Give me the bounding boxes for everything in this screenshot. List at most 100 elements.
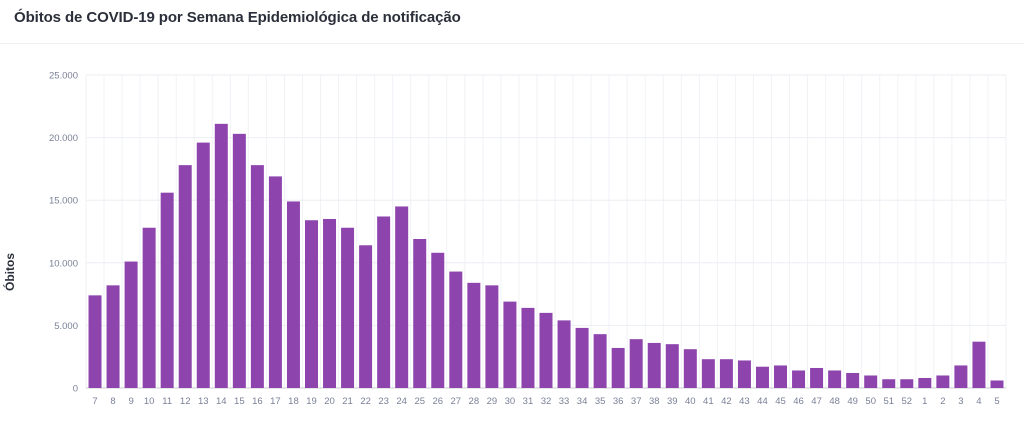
x-tick-label: 23 — [378, 396, 389, 407]
grid-lines — [85, 74, 1007, 389]
x-tick-label: 1 — [922, 396, 927, 407]
bar-week-51[interactable] — [882, 379, 896, 388]
x-tick-label: 52 — [901, 396, 912, 407]
x-tick-label: 12 — [180, 396, 191, 407]
bar-week-39[interactable] — [665, 344, 679, 388]
x-tick-label: 25 — [414, 396, 425, 407]
bar-week-11[interactable] — [160, 192, 174, 388]
chart-title: Óbitos de COVID-19 por Semana Epidemioló… — [14, 9, 461, 26]
bar-week-15[interactable] — [232, 133, 246, 388]
x-tick-label: 19 — [306, 396, 317, 407]
bar-week-18[interactable] — [286, 201, 300, 388]
bar-week-35[interactable] — [593, 334, 607, 388]
bar-week-3[interactable] — [954, 365, 968, 388]
x-tick-label: 24 — [396, 396, 407, 407]
bar-week-28[interactable] — [467, 282, 481, 388]
bar-week-24[interactable] — [395, 206, 409, 388]
x-tick-label: 44 — [757, 396, 768, 407]
bar-week-46[interactable] — [792, 370, 806, 388]
bar-week-31[interactable] — [521, 307, 535, 388]
bar-week-37[interactable] — [629, 339, 643, 388]
bar-week-32[interactable] — [539, 312, 553, 388]
bar-week-40[interactable] — [683, 349, 697, 388]
x-tick-label: 32 — [541, 396, 552, 407]
x-tick-label: 15 — [234, 396, 245, 407]
bar-week-22[interactable] — [359, 245, 373, 388]
x-tick-label: 16 — [252, 396, 263, 407]
bar-week-17[interactable] — [268, 176, 282, 388]
bar-week-42[interactable] — [719, 359, 733, 388]
bar-week-20[interactable] — [323, 218, 337, 388]
bar-week-13[interactable] — [196, 142, 210, 388]
x-tick-label: 31 — [523, 396, 534, 407]
y-tick-label: 15.000 — [49, 196, 78, 207]
bar-week-47[interactable] — [810, 367, 824, 388]
bar-week-38[interactable] — [647, 342, 661, 388]
bar-week-27[interactable] — [449, 271, 463, 388]
bar-week-21[interactable] — [341, 227, 355, 388]
x-tick-label: 39 — [667, 396, 678, 407]
x-tick-label: 10 — [144, 396, 155, 407]
bar-week-44[interactable] — [755, 366, 769, 388]
x-tick-label: 7 — [92, 396, 97, 407]
bar-week-33[interactable] — [557, 320, 571, 388]
bar-week-4[interactable] — [972, 341, 986, 388]
bar-week-41[interactable] — [701, 359, 715, 388]
bar-week-9[interactable] — [124, 261, 138, 388]
bar-week-25[interactable] — [413, 239, 427, 388]
x-tick-label: 30 — [505, 396, 516, 407]
x-tick-label: 8 — [110, 396, 115, 407]
x-tick-label: 11 — [162, 396, 172, 407]
bar-week-26[interactable] — [431, 252, 445, 388]
x-tick-label: 34 — [577, 396, 588, 407]
bar-week-50[interactable] — [864, 375, 878, 388]
x-tick-label: 21 — [342, 396, 353, 407]
bar-week-1[interactable] — [918, 377, 932, 388]
x-tick-label: 43 — [739, 396, 750, 407]
x-tick-label: 40 — [685, 396, 696, 407]
x-tick-label: 9 — [128, 396, 133, 407]
bar-week-43[interactable] — [737, 360, 751, 388]
bar-week-16[interactable] — [250, 165, 264, 388]
x-tick-label: 48 — [829, 396, 840, 407]
x-tick-label: 37 — [631, 396, 642, 407]
x-tick-label: 17 — [270, 396, 281, 407]
x-tick-label: 2 — [940, 396, 945, 407]
x-tick-label: 50 — [865, 396, 876, 407]
x-tick-label: 46 — [793, 396, 804, 407]
bar-week-48[interactable] — [828, 370, 842, 388]
bar-week-23[interactable] — [377, 216, 391, 388]
x-tick-label: 22 — [360, 396, 371, 407]
y-tick-labels: 0 5.000 10.000 15.000 20.000 25.000 — [49, 71, 78, 395]
x-tick-label: 41 — [703, 396, 714, 407]
bar-week-30[interactable] — [503, 301, 517, 388]
bar-week-8[interactable] — [106, 285, 120, 388]
bar-week-5[interactable] — [990, 380, 1004, 388]
bar-week-19[interactable] — [305, 220, 318, 388]
bar-week-10[interactable] — [142, 227, 156, 388]
x-tick-label: 26 — [432, 396, 443, 407]
bar-week-14[interactable] — [214, 123, 228, 388]
y-tick-label: 0 — [73, 384, 78, 395]
bar-week-7[interactable] — [88, 295, 102, 388]
x-tick-label: 18 — [288, 396, 299, 407]
bar-week-45[interactable] — [774, 365, 788, 388]
x-tick-label: 33 — [559, 396, 570, 407]
bar-week-52[interactable] — [900, 379, 914, 388]
x-tick-label: 38 — [649, 396, 660, 407]
x-tick-label: 5 — [994, 396, 999, 407]
bar-week-34[interactable] — [575, 327, 589, 388]
bar-week-2[interactable] — [936, 375, 950, 388]
title-divider — [0, 43, 1024, 44]
x-tick-label: 47 — [811, 396, 822, 407]
bar-week-36[interactable] — [611, 347, 625, 388]
bar-week-49[interactable] — [846, 372, 860, 388]
bar-week-12[interactable] — [178, 165, 192, 388]
x-tick-label: 42 — [721, 396, 732, 407]
x-tick-label: 20 — [324, 396, 335, 407]
bar-week-29[interactable] — [485, 285, 499, 388]
x-tick-label: 13 — [198, 396, 209, 407]
x-tick-label: 45 — [775, 396, 786, 407]
